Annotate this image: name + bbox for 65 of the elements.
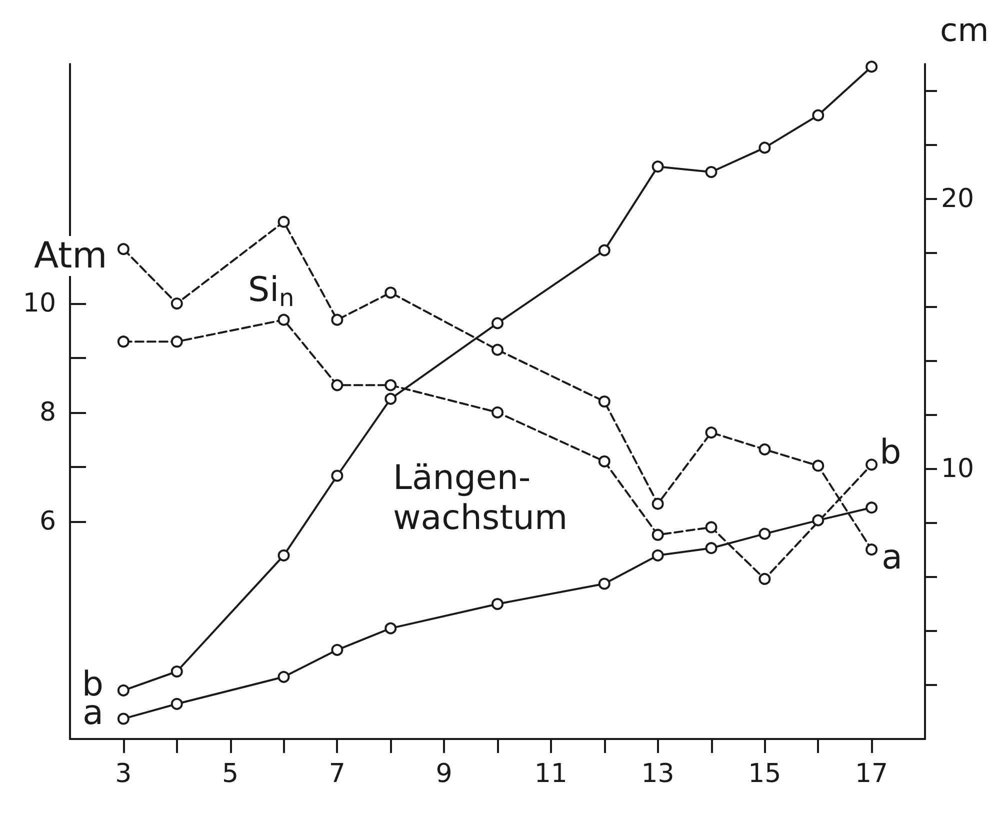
x-tick-label: 3 xyxy=(115,759,132,789)
x-tick-label: 5 xyxy=(222,759,239,789)
point xyxy=(117,336,130,348)
point xyxy=(278,216,290,228)
point xyxy=(384,392,397,405)
point xyxy=(652,160,664,173)
point xyxy=(652,549,664,562)
y-tick-label: 8 xyxy=(39,397,56,428)
x-tick-label: 13 xyxy=(641,759,674,789)
point xyxy=(705,521,718,534)
point xyxy=(331,314,344,326)
point xyxy=(278,549,290,562)
point xyxy=(598,578,610,590)
point xyxy=(812,460,824,472)
y2-tick-label: 20 xyxy=(941,184,974,214)
y2-axis-title: cm xyxy=(940,11,989,49)
point xyxy=(866,502,878,514)
series-label: a xyxy=(882,538,902,578)
point xyxy=(384,622,397,634)
point xyxy=(866,60,878,73)
point xyxy=(866,544,878,556)
point xyxy=(866,458,878,471)
point xyxy=(384,379,397,392)
x-tick-label: 11 xyxy=(534,759,568,789)
point xyxy=(758,443,771,456)
point xyxy=(170,698,183,710)
point xyxy=(812,514,824,526)
point xyxy=(492,406,504,418)
annotation: Längen- wachstum xyxy=(393,458,568,538)
point xyxy=(652,528,664,541)
series-label: b xyxy=(880,432,902,473)
point xyxy=(331,644,344,656)
point xyxy=(278,670,290,683)
x-tick-label: 17 xyxy=(855,759,888,789)
point xyxy=(758,572,771,585)
y-tick-label: 10 xyxy=(22,288,56,319)
point xyxy=(598,396,610,408)
point xyxy=(117,684,130,696)
point xyxy=(598,244,610,256)
point xyxy=(170,666,183,678)
point xyxy=(705,542,718,554)
point xyxy=(331,470,344,482)
y-tick-label: 6 xyxy=(39,506,56,536)
x-tick-label: 7 xyxy=(328,759,346,789)
point xyxy=(652,498,664,510)
point xyxy=(384,286,397,299)
point xyxy=(170,336,183,348)
y2-tick-label: 10 xyxy=(941,454,974,484)
point xyxy=(492,317,504,330)
point xyxy=(278,314,290,326)
y-axis-title: Atm xyxy=(34,236,108,276)
point xyxy=(117,243,130,256)
point xyxy=(705,426,718,439)
point xyxy=(758,142,771,154)
point xyxy=(170,298,183,310)
point xyxy=(331,379,344,392)
x-tick-label: 15 xyxy=(748,759,782,789)
point xyxy=(705,166,718,178)
point xyxy=(812,109,824,122)
point xyxy=(758,528,771,540)
x-tick-label: 9 xyxy=(436,759,452,789)
point xyxy=(598,455,610,468)
point xyxy=(117,712,130,725)
point xyxy=(492,598,504,610)
point xyxy=(492,344,504,356)
